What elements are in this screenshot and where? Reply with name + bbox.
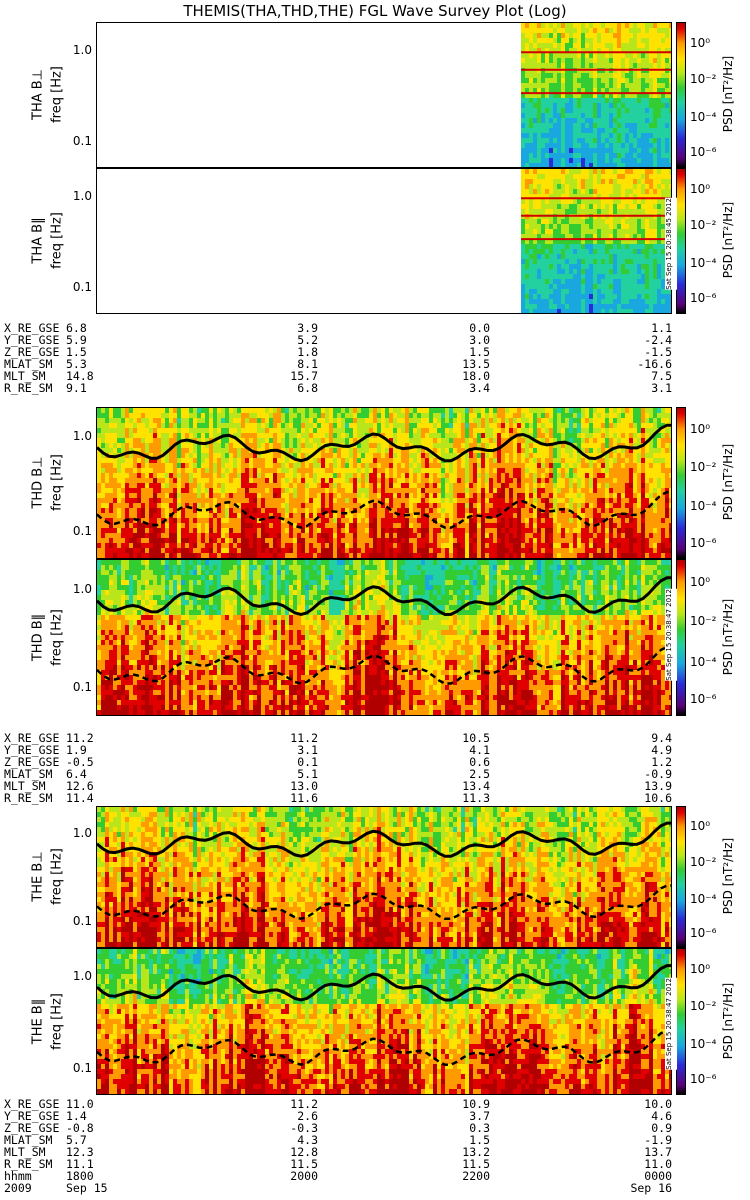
colorbar (676, 168, 686, 314)
ephem-column: 9.4 4.9 1.2 -0.9 13.9 10.6 (644, 731, 672, 805)
colorbar-title: PSD [nT²/Hz] (721, 55, 735, 133)
freq-tick-label: 1.0 (72, 43, 92, 58)
timestamp-stamp: Sat Sep 15 20:38:45 2012 (665, 198, 677, 290)
colorbar-tick-label: 10⁻⁶ (690, 692, 717, 707)
timestamp-stamp: Sat Sep 15 20:38:47 2012 (665, 978, 677, 1070)
panel-probe-label: THD B‖ (30, 613, 46, 661)
colorbar-title: PSD [nT²/Hz] (721, 598, 735, 675)
freq-tick-label: 0.1 (72, 133, 92, 148)
ephem-column: 10.0 4.6 0.9 -1.9 13.7 11.0 0000 Sep 16 (630, 1097, 672, 1195)
colorbar-tick-label: 10⁻⁴ (690, 256, 717, 271)
colorbar-title: PSD [nT²/Hz] (721, 201, 735, 279)
colorbar-tick-label: 10⁰ (690, 962, 711, 977)
ephem-column: 10.5 4.1 0.6 2.5 13.4 11.3 (462, 731, 490, 805)
spectrogram-image (521, 169, 671, 313)
panel-probe-label: THA B⊥ (30, 69, 46, 120)
colorbar-tick-label: 10⁰ (690, 35, 711, 50)
freq-tick-label: 1.0 (72, 969, 92, 984)
colorbar-tick-label: 10⁻⁶ (690, 925, 717, 940)
spectrogram-panel-3 (96, 407, 672, 559)
colorbar-tick-label: 10⁻⁴ (690, 1037, 717, 1052)
panel-probe-label: THE B⊥ (30, 851, 46, 902)
colorbar-tick-label: 10⁻⁴ (690, 891, 717, 906)
panel-probe-label: THE B‖ (30, 998, 46, 1044)
ephem-column: 11.2 1.9 -0.5 6.4 12.6 11.4 (66, 731, 94, 805)
timestamp-stamp: Sat Sep 15 20:38:47 2012 (665, 589, 677, 681)
colorbar (676, 407, 686, 559)
colorbar-tick-label: 10⁰ (690, 819, 711, 834)
colorbar-tick-label: 10⁻² (690, 72, 717, 87)
colorbar-tick-label: 10⁻² (690, 459, 717, 474)
colorbar-tick-label: 10⁻² (690, 218, 717, 233)
ephem-column: 1.1 -2.4 -1.5 -16.6 7.5 3.1 (637, 321, 672, 395)
gyrofreq-curve (97, 423, 671, 463)
spectrogram-image (521, 23, 671, 167)
freq-tick-label: 1.0 (72, 429, 92, 444)
plot-title: THEMIS(THA,THD,THE) FGL Wave Survey Plot… (183, 2, 567, 20)
colorbar-tick-label: 10⁻² (690, 613, 717, 628)
colorbar-tick-label: 10⁻² (690, 854, 717, 869)
colorbar-tick-label: 10⁻⁴ (690, 499, 717, 514)
spectrogram-image (97, 560, 671, 715)
gyrofreq-curve (97, 821, 671, 858)
ephem-labels: X_RE_GSE Y_RE_GSE Z_RE_GSE MLAT_SM MLT_S… (4, 1097, 60, 1195)
freq-tick-label: 0.1 (72, 679, 92, 694)
freq-tick-label: 1.0 (72, 582, 92, 597)
spectrogram-panel-4 (96, 559, 672, 716)
freq-tick-label: 0.1 (72, 279, 92, 294)
colorbar-tick-label: 10⁰ (690, 574, 711, 589)
colorbar (676, 948, 686, 1095)
ephem-column: 6.8 5.9 1.5 5.3 14.8 9.1 (66, 321, 94, 395)
gyrofreq-curve (97, 576, 671, 617)
ephem-column: 11.2 3.1 0.1 5.1 13.0 11.6 (290, 731, 318, 805)
colorbar-tick-label: 10⁰ (690, 421, 711, 436)
colorbar-title: PSD [nT²/Hz] (721, 982, 735, 1059)
freq-tick-label: 0.1 (72, 523, 92, 538)
ephem-labels: X_RE_GSE Y_RE_GSE Z_RE_GSE MLAT_SM MLT_S… (4, 731, 60, 805)
freq-tick-label: 1.0 (72, 826, 92, 841)
spectrogram-panel-5 (96, 806, 672, 948)
spectrogram-image (97, 949, 671, 1094)
gyrofreq-dashed-curve (97, 884, 671, 921)
ephem-column: 11.0 1.4 -0.8 5.7 12.3 11.1 1800 Sep 15 (66, 1097, 108, 1195)
gyrofreq-dashed-curve (97, 645, 671, 685)
spectrogram-panel-1 (96, 22, 672, 168)
ephem-column: 3.9 5.2 1.8 8.1 15.7 6.8 (290, 321, 318, 395)
gyrofreq-curve (97, 964, 671, 1002)
colorbar-tick-label: 10⁻⁶ (690, 1072, 717, 1087)
ephem-labels: X_RE_GSE Y_RE_GSE Z_RE_GSE MLAT_SM MLT_S… (4, 321, 60, 395)
panel-probe-label: THD B⊥ (30, 456, 46, 509)
spectrogram-panel-2 (96, 168, 672, 314)
spectrogram-image (97, 807, 671, 947)
spectrogram-image (97, 408, 671, 558)
colorbar-tick-label: 10⁻⁶ (690, 291, 717, 306)
colorbar-tick-label: 10⁻⁶ (690, 535, 717, 550)
ephem-column: 10.9 3.7 0.3 1.5 13.2 11.5 2200 (462, 1097, 490, 1183)
freq-tick-label: 1.0 (72, 189, 92, 204)
colorbar-title: PSD [nT²/Hz] (721, 837, 735, 915)
colorbar-tick-label: 10⁻⁶ (690, 145, 717, 160)
ephem-column: 0.0 3.0 1.5 13.5 18.0 3.4 (462, 321, 490, 395)
colorbar (676, 559, 686, 716)
colorbar (676, 806, 686, 948)
spectrogram-panel-6 (96, 948, 672, 1095)
ephem-column: 11.2 2.6 -0.3 4.3 12.8 11.5 2000 (290, 1097, 318, 1183)
colorbar-title: PSD [nT²/Hz] (721, 443, 735, 521)
freq-tick-label: 0.1 (72, 1060, 92, 1075)
colorbar-tick-label: 10⁰ (690, 181, 711, 196)
colorbar (676, 22, 686, 168)
colorbar-tick-label: 10⁻⁴ (690, 654, 717, 669)
colorbar-tick-label: 10⁻² (690, 998, 717, 1013)
panel-probe-label: THA B‖ (30, 217, 46, 264)
colorbar-tick-label: 10⁻⁴ (690, 110, 717, 125)
freq-tick-label: 0.1 (72, 914, 92, 929)
